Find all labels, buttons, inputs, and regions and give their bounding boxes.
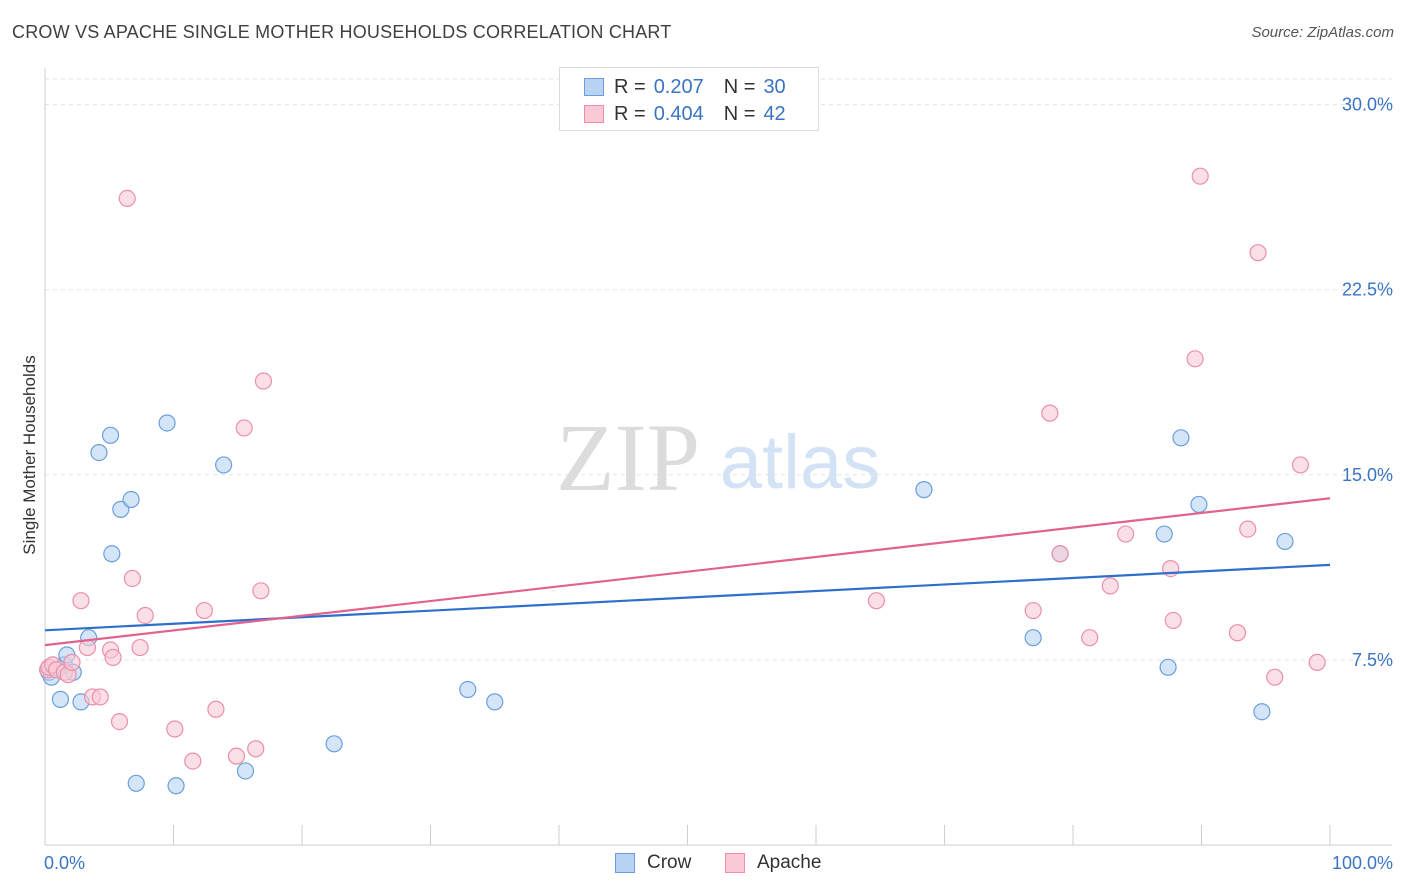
y-tick-label: 30.0% [1342, 95, 1393, 115]
legend-item-crow[interactable]: Crow [615, 852, 691, 874]
apache-point [166, 720, 184, 738]
crow-point [158, 414, 176, 432]
legend-item-apache[interactable]: Apache [725, 852, 821, 874]
apache-point [1291, 456, 1310, 474]
axes [44, 68, 1392, 846]
apache-point [227, 747, 246, 765]
y-tick-label: 22.5% [1342, 280, 1393, 300]
trend-lines [44, 497, 1331, 647]
legend-row-crow: R = 0.207 N = 30 [584, 75, 786, 99]
apache-point [118, 189, 136, 207]
crow-r-label: R = [614, 75, 646, 98]
crow-point [486, 693, 504, 711]
apache-point [72, 592, 90, 610]
crow-point [459, 680, 477, 699]
crow-point [1172, 429, 1190, 447]
crow-legend-swatch [615, 853, 635, 873]
crow-r-value: 0.207 [653, 75, 704, 98]
crow-point [90, 443, 108, 462]
apache-r-value: 0.404 [653, 102, 704, 125]
watermark-atlas: atlas [720, 420, 881, 505]
crow-point [215, 456, 233, 474]
crow-legend-label: Crow [647, 852, 692, 873]
crow-point [51, 690, 70, 708]
apache-point [207, 700, 225, 718]
apache-point [1266, 668, 1284, 686]
apache-point [1228, 624, 1247, 642]
watermark-zip: ZIP [556, 404, 700, 511]
crow-point [236, 762, 255, 780]
apache-point [1308, 653, 1326, 671]
crow-point [1276, 532, 1294, 551]
chart-title: CROW VS APACHE SINGLE MOTHER HOUSEHOLDS … [12, 22, 672, 42]
crow-swatch [584, 78, 604, 96]
y-tick-label: 7.5% [1352, 650, 1393, 670]
crow-point [101, 426, 120, 444]
apache-legend-swatch [725, 853, 745, 873]
crow-point [167, 777, 185, 795]
watermark: ZIP atlas [556, 404, 880, 511]
apache-point [1081, 629, 1099, 647]
crow-point [915, 481, 933, 499]
x-tick-label: 0.0% [44, 853, 85, 873]
crow-trend-line [44, 563, 1331, 632]
apache-point [184, 752, 202, 770]
apache-point [1249, 244, 1267, 262]
crow-point [1024, 629, 1042, 647]
apache-point [63, 653, 81, 671]
legend-row-apache: R = 0.404 N = 42 [584, 102, 786, 126]
apache-trend-line [44, 497, 1331, 647]
apache-point [254, 372, 273, 390]
data-points [38, 167, 1326, 795]
apache-point [195, 601, 213, 620]
apache-legend-label: Apache [757, 852, 822, 873]
series-legend: Crow Apache [0, 852, 1406, 878]
crow-point [103, 545, 121, 563]
crow-point [1253, 703, 1271, 721]
crow-n-label: N = [723, 75, 756, 98]
apache-point [91, 688, 109, 706]
crow-point [325, 735, 343, 753]
apache-point [131, 638, 149, 657]
apache-point [136, 606, 154, 625]
apache-point [1164, 611, 1182, 630]
apache-swatch [584, 105, 604, 123]
apache-n-value: 42 [763, 102, 786, 125]
apache-point [1117, 525, 1135, 543]
apache-point [1101, 577, 1119, 595]
apache-point [110, 713, 129, 731]
crow-point [122, 490, 140, 509]
crow-point [1155, 525, 1173, 543]
source-label: Source: ZipAtlas.com [1251, 24, 1394, 41]
crow-n-value: 30 [763, 75, 786, 98]
apache-point [1041, 404, 1059, 422]
apache-point [1186, 350, 1204, 368]
apache-point [104, 648, 122, 667]
correlation-legend: R = 0.207 N = 30 R = 0.404 N = 42 [559, 67, 819, 131]
tick-labels: 7.5% 15.0% 22.5% 30.0% 0.0% 100.0% [44, 95, 1393, 873]
apache-point [247, 740, 265, 758]
apache-point [867, 592, 885, 610]
apache-r-label: R = [614, 102, 646, 125]
crow-point [1159, 658, 1177, 676]
apache-point [1024, 601, 1042, 620]
apache-point [252, 582, 270, 600]
apache-point [1191, 167, 1209, 185]
crow-point [127, 774, 145, 792]
apache-n-label: N = [723, 102, 756, 125]
apache-point [1051, 545, 1069, 563]
crow-point [1190, 495, 1208, 514]
y-tick-label: 15.0% [1342, 465, 1393, 485]
apache-point [235, 419, 253, 437]
x-tick-label: 100.0% [1332, 853, 1393, 873]
apache-point [123, 569, 141, 588]
apache-point [1239, 520, 1257, 538]
